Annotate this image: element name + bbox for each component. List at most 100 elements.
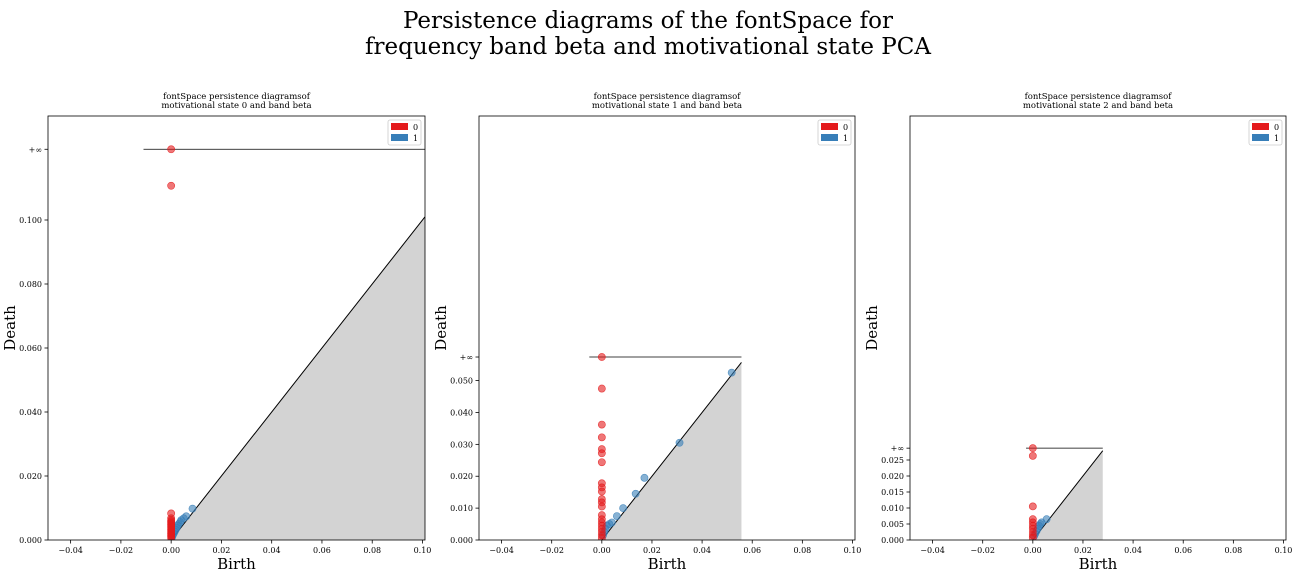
y-tick-label-0-0574: +∞: [460, 353, 473, 362]
legend-label-1: 1: [413, 134, 418, 143]
y-tick-label-0-04: 0.040: [450, 408, 473, 417]
series-0-point-5: [597, 449, 606, 458]
y-tick-label-0-005: 0.005: [881, 520, 904, 529]
series-1-point-12: [188, 504, 197, 513]
axes-frame: [47, 115, 426, 541]
series-0-point-12: [597, 502, 606, 511]
y-tick-label-0-1221: +∞: [29, 145, 42, 154]
legend-label-0: 0: [413, 123, 418, 132]
y-tick-label-0-01: 0.010: [881, 504, 904, 513]
series-1-point-7: [619, 504, 628, 513]
y-tick-label-0-04: 0.040: [19, 408, 42, 417]
plot-area: [143, 145, 425, 540]
x-tick-label-0-04: 0.04: [1124, 546, 1142, 555]
legend-swatch-0: [391, 123, 408, 130]
legend-label-0: 0: [843, 123, 848, 132]
panel-0: −0.04 −0.02 0.00 0.02 0.04 0.06 0.08 0.10 0.000 0…: [1, 92, 431, 573]
x-tick-label-0-08: 0.08: [1224, 546, 1242, 555]
series-1-point-11: [727, 368, 736, 377]
y-tick-label-0-1: 0.100: [19, 216, 42, 225]
y-tick-label-0-015: 0.015: [881, 488, 904, 497]
panel-1: −0.04 −0.02 0.00 0.02 0.04 0.06 0.08 0.10 0.000 0…: [432, 92, 861, 573]
x-tick-label-0-02: 0.02: [1074, 546, 1092, 555]
series-1-point-9: [640, 473, 649, 482]
panel-title-line-1: fontSpace persistence diagramsof: [594, 92, 742, 102]
x-axis-label: Birth: [1079, 555, 1118, 573]
series-0-point-18: [167, 534, 176, 540]
y-tick-label-0-08: 0.080: [19, 280, 42, 289]
panel-title-line-1: fontSpace persistence diagramsof: [163, 92, 311, 102]
x-tick-label-0-1: 0.10: [414, 546, 432, 555]
y-tick-label-0-02: 0.020: [450, 472, 473, 481]
diagonal-line: [1032, 450, 1104, 540]
figure-suptitle: Persistence diagrams of the fontSpace fo…: [0, 8, 1296, 60]
x-tick-label--0-02: −0.02: [970, 546, 995, 555]
y-tick-label-0-02: 0.020: [19, 472, 42, 481]
x-tick-label--0-02: −0.02: [539, 546, 564, 555]
x-tick-label-0-04: 0.04: [263, 546, 281, 555]
x-tick-label--0-02: −0.02: [109, 546, 134, 555]
legend-swatch-1: [1252, 134, 1269, 141]
series-1-point-5: [607, 518, 616, 527]
y-tick-label-0-01: 0.010: [450, 504, 473, 513]
panel-title-line-2: motivational state 2 and band beta: [1023, 101, 1173, 111]
series-0-point-6: [597, 458, 606, 467]
x-tick-label-0-02: 0.02: [643, 546, 661, 555]
diagonal-line: [170, 216, 425, 540]
x-tick-label-0-02: 0.02: [213, 546, 231, 555]
y-axis-label: Death: [1, 305, 19, 351]
x-tick-label-0-06: 0.06: [1174, 546, 1192, 555]
x-tick-label--0-04: −0.04: [58, 546, 83, 555]
legend-swatch-0: [821, 123, 838, 130]
series-0-point-0: [167, 145, 176, 154]
plot-area: [589, 353, 742, 540]
x-tick-label--0-04: −0.04: [489, 546, 514, 555]
series-1-point-8: [631, 489, 640, 498]
series-0-point-1: [1028, 451, 1037, 460]
series-1-point-6: [612, 512, 621, 520]
axes-frame: [478, 115, 856, 541]
y-tick-label-0-02: 0.020: [881, 472, 904, 481]
series-0-point-9: [597, 487, 606, 496]
series-0-point-3: [597, 433, 606, 442]
legend-swatch-0: [1252, 123, 1269, 130]
x-tick-label-0-1: 0.10: [844, 546, 862, 555]
y-tick-label-0-0287: +∞: [891, 444, 904, 453]
panel-2: −0.04 −0.02 0.00 0.02 0.04 0.06 0.08 0.10 0.000 0…: [863, 92, 1292, 573]
x-tick-label-0-08: 0.08: [363, 546, 381, 555]
plot-area: [1026, 444, 1104, 540]
suptitle-line-1: Persistence diagrams of the fontSpace fo…: [402, 8, 894, 34]
series-0-point-0: [1028, 444, 1037, 453]
y-axis-label: Death: [863, 305, 881, 351]
series-1-point-7: [1042, 515, 1051, 524]
y-axis-label: Death: [432, 305, 450, 351]
legend-label-0: 0: [1274, 123, 1279, 132]
axes-frame: [909, 115, 1287, 541]
series-0-point-1: [597, 384, 606, 393]
y-tick-label-0: 0.000: [450, 536, 473, 545]
series-0-point-2: [1028, 502, 1037, 511]
y-tick-label-0: 0.000: [881, 536, 904, 545]
y-tick-label-0-03: 0.030: [450, 440, 473, 449]
x-tick-label-0-04: 0.04: [693, 546, 711, 555]
x-tick-label-0-08: 0.08: [793, 546, 811, 555]
series-0-point-2: [597, 420, 606, 429]
suptitle-line-2: frequency band beta and motivational sta…: [365, 34, 931, 60]
series-1-point-10: [675, 438, 684, 447]
y-tick-label-0-06: 0.060: [19, 344, 42, 353]
x-tick-label-0: 0.00: [162, 546, 180, 555]
x-tick-label-0-06: 0.06: [313, 546, 331, 555]
y-tick-label-0: 0.000: [19, 536, 42, 545]
series-0-point-9: [1028, 533, 1037, 540]
legend-swatch-1: [821, 134, 838, 141]
x-tick-label-0-06: 0.06: [743, 546, 761, 555]
panel-title-line-2: motivational state 0 and band beta: [161, 101, 311, 111]
panel-title-line-1: fontSpace persistence diagramsof: [1025, 92, 1173, 102]
series-1-point-11: [182, 512, 191, 521]
legend-label-1: 1: [1274, 134, 1279, 143]
y-tick-label-0-05: 0.050: [450, 377, 473, 386]
x-axis-label: Birth: [648, 555, 687, 573]
series-0-point-0: [597, 353, 606, 361]
x-tick-label-0: 0.00: [593, 546, 611, 555]
